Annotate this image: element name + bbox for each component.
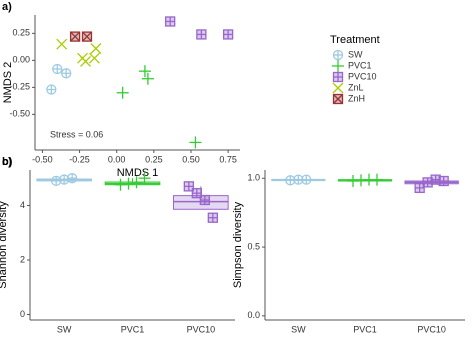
point (46, 84, 57, 95)
point (189, 136, 202, 149)
y-tick-label: 1.0 (247, 173, 260, 183)
y-axis-title: Shannon diversity (0, 201, 9, 289)
point (69, 31, 81, 42)
x-tick-label: 0.75 (219, 154, 237, 164)
point (80, 55, 91, 67)
legend-item: ZnH (332, 93, 365, 105)
x-tick-label: 0.00 (108, 154, 126, 164)
marker-shape (80, 55, 91, 67)
legend-label: PVC1 (348, 60, 372, 70)
legend-marker (332, 49, 344, 61)
x-tick-label: 0.25 (145, 154, 163, 164)
y-axis-title: Simpson diversity (232, 201, 244, 288)
point (183, 181, 194, 192)
marker-shape (90, 43, 102, 54)
point (67, 173, 78, 184)
legend-marker (332, 82, 344, 94)
point (141, 72, 154, 85)
x-axis-title: NMDS 1 (117, 167, 159, 179)
legend-label: ZnH (348, 93, 365, 103)
legend-marker (332, 71, 344, 83)
point (51, 175, 62, 187)
point (52, 63, 63, 75)
legend-item: PVC1 (332, 60, 372, 72)
legend-marker (332, 93, 344, 105)
annotation: Stress = 0.06 (50, 129, 103, 139)
y-tick-label: -0.25 (9, 82, 30, 92)
x-tick-label: SW (291, 324, 306, 334)
panel-label: c) (2, 156, 12, 168)
legend-label: ZnL (348, 82, 364, 92)
point (196, 29, 207, 40)
y-tick-label: 4 (20, 200, 25, 210)
legend-label: PVC10 (348, 71, 377, 81)
point (61, 68, 72, 79)
point (347, 175, 359, 188)
x-tick-label: -0.50 (32, 154, 53, 164)
point (88, 52, 100, 64)
x-tick-label: SW (57, 324, 72, 334)
marker-shape (56, 38, 68, 50)
y-tick-label: 0.5 (247, 241, 260, 251)
point (90, 43, 102, 54)
x-tick-label: PVC10 (417, 324, 446, 334)
point (207, 212, 218, 223)
x-tick-label: -0.25 (69, 154, 90, 164)
point (114, 178, 127, 191)
point (438, 175, 449, 187)
point (56, 38, 68, 50)
point (191, 188, 202, 199)
x-tick-label: PVC10 (187, 324, 216, 334)
point (301, 174, 312, 185)
y-axis-title: NMDS 2 (2, 62, 14, 104)
point (371, 173, 383, 186)
legend-title: Treatment (330, 34, 380, 46)
y-tick-label: 0.25 (12, 28, 30, 38)
y-tick-label: 0.0 (247, 310, 260, 320)
point (59, 174, 70, 185)
point (122, 177, 135, 190)
y-tick-label: 0 (20, 309, 25, 319)
point (222, 29, 234, 40)
x-tick-label: PVC1 (121, 324, 145, 334)
legend-item: ZnL (332, 82, 364, 94)
legend-item: SW (332, 49, 363, 61)
y-tick-label: 2 (20, 254, 25, 264)
legend-item: PVC10 (332, 71, 377, 83)
legend-label: SW (348, 49, 363, 59)
panel-label: a) (2, 1, 12, 13)
point (81, 31, 93, 42)
point (138, 172, 151, 185)
point (138, 65, 151, 78)
point (116, 86, 129, 99)
point (199, 194, 210, 206)
marker-shape (332, 82, 344, 94)
point (130, 176, 143, 189)
point (165, 16, 176, 27)
legend-marker (332, 60, 344, 72)
marker-shape (82, 31, 92, 42)
marker-shape (88, 52, 100, 64)
x-tick-label: PVC1 (353, 324, 377, 334)
marker-shape (333, 94, 343, 104)
y-tick-label: 0.00 (12, 55, 30, 65)
marker-shape (70, 31, 81, 42)
point (414, 182, 425, 194)
point (355, 174, 367, 187)
panel-label: b) (2, 156, 13, 168)
x-tick-label: 0.50 (182, 154, 200, 164)
y-tick-label: -0.50 (9, 109, 30, 119)
